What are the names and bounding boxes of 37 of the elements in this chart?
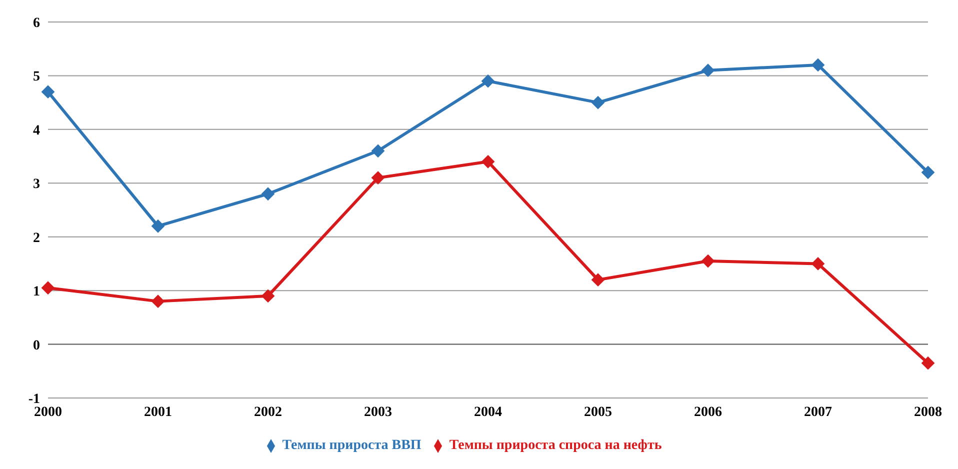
x-tick-label: 2000 (34, 404, 62, 420)
y-tick-label: 2 (33, 230, 40, 246)
point (702, 64, 714, 77)
x-tick-label: 2003 (364, 404, 392, 420)
point (592, 273, 604, 286)
y-tick-label: 0 (33, 338, 40, 354)
point (42, 281, 54, 294)
point (42, 85, 54, 98)
point (922, 356, 934, 370)
x-tick-label: 2001 (144, 404, 172, 420)
y-tick-label: 6 (33, 16, 40, 31)
y-tick-label: -1 (28, 392, 40, 407)
point (702, 254, 714, 268)
point (262, 187, 274, 200)
x-tick-label: 2006 (694, 404, 722, 420)
x-tick-label: 2008 (914, 404, 942, 420)
legend-label: Темпы прироста спроса на нефть (449, 438, 662, 453)
point (812, 58, 824, 72)
x-tick-label: 2002 (254, 404, 282, 420)
point (152, 294, 164, 308)
y-tick-label: 3 (33, 177, 40, 192)
x-tick-label: 2004 (474, 404, 502, 420)
legend-label: Темпы прироста ВВП (282, 438, 422, 453)
y-tick-label: 1 (33, 284, 40, 300)
y-tick-label: 4 (33, 123, 40, 138)
point (372, 171, 384, 184)
point (152, 220, 164, 233)
point (262, 289, 274, 302)
x-tick-label: 2007 (804, 404, 832, 420)
y-tick-label: 5 (33, 70, 40, 85)
x-tick-label: 2005 (584, 404, 612, 420)
point (482, 155, 494, 168)
point (372, 144, 384, 158)
point (482, 74, 494, 88)
point (812, 257, 824, 270)
point (592, 96, 604, 110)
point (922, 166, 934, 179)
